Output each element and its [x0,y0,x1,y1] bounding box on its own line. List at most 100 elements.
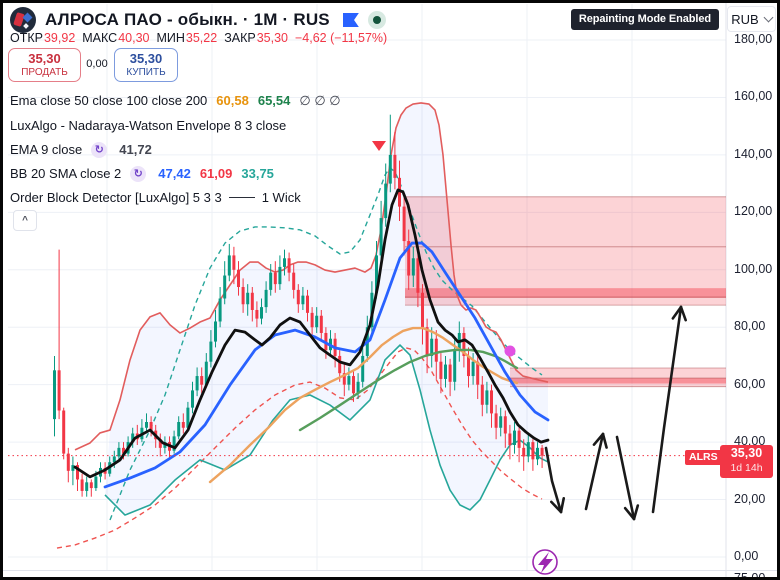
candle-body [209,341,213,362]
collapse-legend-button[interactable]: ^ [13,210,37,231]
drawn-trend-arrow [651,305,683,514]
candle-body [292,272,296,290]
drawn-trend-arrow [544,446,563,514]
candle-body [191,390,194,408]
ohlc-row: ОТКР 39,92 МАКС 40,30 МИН 35,22 ЗАКР 35,30 −… [10,31,387,45]
candle-body [117,447,121,457]
price-axis[interactable]: 180,00 160,00 140,00 120,00 100,00 80,00 60,00… [726,3,777,580]
nw-lower-line [56,347,543,549]
candle-body [76,465,79,480]
candle-body [223,275,227,299]
price-axis-label-clipped: 75,00 [734,571,766,580]
candle-body [356,381,360,394]
price-axis-label: 40,00 [734,434,766,449]
candle-body [94,476,98,489]
candle-body [434,338,438,362]
price-axis-label: 180,00 [734,32,773,46]
arrow-head [679,305,687,322]
repaint-refresh-icon[interactable]: ↻ [130,165,147,182]
legend-row-nadaraya-watson: LuxAlgo - Nadaraya-Watson Envelope 8 3 c… [10,117,286,134]
indicator-title[interactable]: Ema close 50 close 100 close 200 [10,93,208,108]
legend-row-ema-ribbon: Ema close 50 close 100 close 200 60,58 6… [10,92,341,109]
candle-body [85,482,89,491]
sell-label: ПРОДАТЬ [21,66,68,78]
candle-body [448,364,452,382]
market-status-icon[interactable] [367,11,386,29]
candle-body [526,442,530,457]
indicator-value: ∅ ∅ ∅ [299,92,341,108]
candle-body [476,361,480,385]
high-value: 40,30 [118,31,150,45]
indicator-title[interactable]: BB 20 SMA close 2 [10,166,122,181]
candle-body [517,430,521,448]
candle-body [145,422,148,428]
price-axis-label: 0,00 [734,549,759,563]
candle-body [352,376,355,394]
candle-body [462,332,466,356]
candle-body [204,361,208,385]
change-value: −4,62 (−11,57%) [294,31,388,45]
candle-body [342,373,346,385]
candle-body [430,338,434,356]
candle-body [361,355,365,382]
indicator-value: 33,75 [241,166,274,181]
price-axis-label: 160,00 [734,89,773,104]
wick-label: 1 Wick [261,190,301,205]
repaint-refresh-icon[interactable]: ↻ [91,141,108,158]
time-axis[interactable] [3,570,777,578]
candle-body [57,370,61,411]
candle-body [319,315,323,333]
candle-body [310,312,314,328]
candle-body [296,289,300,305]
drawn-trend-arrow [584,432,605,511]
order-block [510,368,726,387]
flag-icon[interactable] [342,13,359,27]
candle-body [531,442,535,460]
arrow-head [592,432,605,446]
ema100-line [298,348,519,432]
candle-body [227,255,231,276]
buy-button[interactable]: 35,30 КУПИТЬ [114,48,178,82]
arrow-head [559,496,566,514]
candle-body [467,355,470,377]
ema9-line [73,188,550,479]
price-axis-label: 140,00 [734,146,773,161]
candle-body [246,292,250,305]
price-axis-label: 100,00 [734,261,773,276]
candle-body [149,422,153,431]
candle-body [375,255,378,293]
indicator-title[interactable]: Order Block Detector [LuxAlgo] 5 3 3 [10,190,222,205]
candle-body [490,390,493,414]
instant-order-lightning-button[interactable] [532,549,558,575]
candle-body [499,416,503,428]
candle-body [278,266,282,285]
indicator-title[interactable]: EMA 9 close [10,142,83,157]
candle-body [53,370,56,420]
candle-body [536,447,539,460]
current-price-tag: 35,30 1d 14h [720,445,773,478]
candle-body [260,307,263,319]
arrow-head [601,432,608,449]
candle-body [301,295,305,305]
candle-body [416,258,420,293]
candle-body [158,439,162,448]
price-axis-label: 80,00 [734,319,766,334]
spread-value: 0,00 [86,58,108,70]
currency-selector[interactable]: RUB [727,6,776,32]
high-label: МАКС [82,31,118,45]
candle-body [393,154,397,178]
open-label: ОТКР [10,31,43,45]
symbol-title[interactable]: АЛРОСА ПАО - обыкн. · 1M · RUS [45,10,330,29]
candle-body [66,453,70,471]
order-block-strip [510,378,726,384]
ema50-line [208,326,519,484]
candle-body [255,309,259,319]
candle-body [250,292,254,310]
candle-body [269,272,273,290]
candle-body [444,364,447,379]
sell-button[interactable]: 35,30 ПРОДАТЬ [8,48,81,82]
signal-dot-marker [504,345,516,357]
indicator-title[interactable]: LuxAlgo - Nadaraya-Watson Envelope 8 3 c… [10,118,287,133]
buy-price: 35,30 [129,51,163,67]
